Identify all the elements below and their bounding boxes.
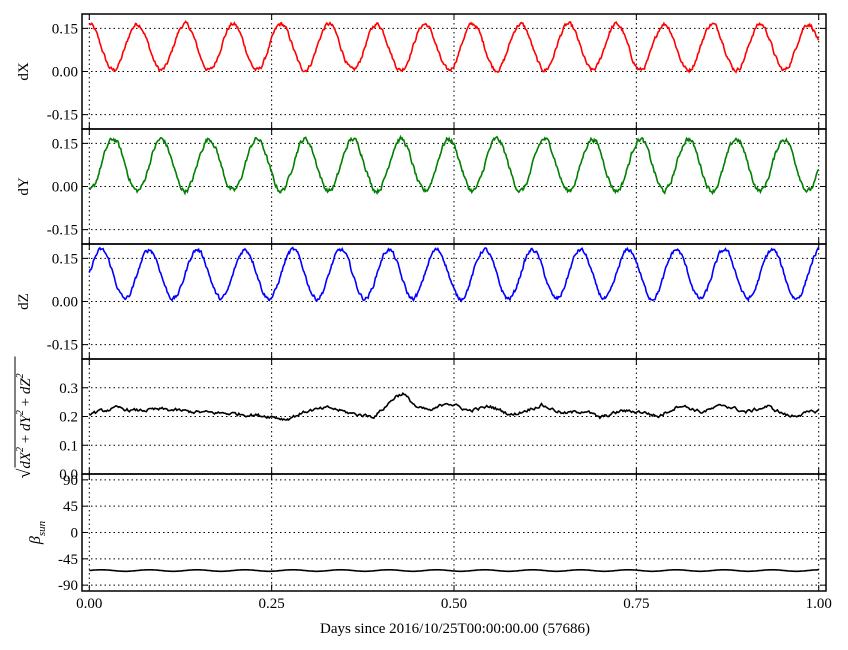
y-tick-label: 0.00 bbox=[52, 295, 78, 311]
y-tick-label: 0.15 bbox=[52, 21, 78, 37]
y-tick-label: 0 bbox=[71, 526, 79, 542]
y-tick-label: -0.15 bbox=[47, 338, 78, 354]
y-axis-label: βsun bbox=[27, 520, 48, 545]
y-axis-label: dY bbox=[16, 177, 32, 196]
y-axis-label: dX bbox=[16, 62, 32, 81]
x-tick-label: 1.00 bbox=[806, 596, 832, 612]
svg-text:√dX2 + dY2 + dZ2: √dX2 + dY2 + dZ2 bbox=[14, 373, 34, 478]
y-tick-label: -0.15 bbox=[47, 223, 78, 239]
y-tick-label: 0.3 bbox=[59, 381, 78, 397]
y-tick-label: 0.00 bbox=[52, 180, 78, 196]
y-tick-label: 0.15 bbox=[52, 136, 78, 152]
panel-frame bbox=[81, 13, 827, 130]
panel-5: 90 45 0 -45 -90 βsun bbox=[27, 473, 827, 594]
panel-frame bbox=[81, 358, 827, 475]
y-tick-label: 0.1 bbox=[59, 438, 78, 454]
y-tick-label: 0.0 bbox=[59, 467, 78, 483]
y-tick-label: 90 bbox=[63, 473, 78, 489]
x-tick-label: 0.50 bbox=[441, 596, 467, 612]
y-axis-label: dZ bbox=[16, 293, 32, 310]
series-line bbox=[89, 392, 820, 422]
y-tick-label: -0.15 bbox=[47, 108, 78, 124]
y-tick-label: -45 bbox=[58, 552, 78, 568]
panel-frame bbox=[81, 128, 827, 245]
y-tick-label: 0.15 bbox=[52, 251, 78, 267]
panel-frame bbox=[81, 243, 827, 360]
x-tick-label: 0.75 bbox=[623, 596, 649, 612]
series-line bbox=[88, 246, 820, 303]
panel-4: 0.3 0.2 0.1 0.0 √dX2 + dY2 + dZ2 bbox=[14, 356, 827, 483]
panel-3: 0.15 0.00 -0.15 dZ bbox=[16, 243, 827, 360]
series-line bbox=[89, 134, 820, 196]
panel-2: 0.15 0.00 -0.15 dY bbox=[16, 128, 827, 245]
series-line bbox=[88, 20, 820, 74]
y-tick-label: 0.2 bbox=[59, 410, 78, 426]
x-axis-label: Days since 2016/10/25T00:00:00.00 (57686… bbox=[320, 621, 590, 637]
y-axis-label: √dX2 + dY2 + dZ2 bbox=[14, 356, 34, 479]
series-line bbox=[89, 569, 819, 573]
y-tick-label: -90 bbox=[58, 578, 78, 594]
panel-frame bbox=[81, 473, 827, 592]
x-tick-label: 0.25 bbox=[259, 596, 285, 612]
y-tick-label: 0.00 bbox=[52, 65, 78, 81]
y-tick-label: 45 bbox=[63, 499, 78, 515]
panel-1: 0.15 0.00 -0.15 dX bbox=[16, 13, 827, 130]
x-tick-label: 0.00 bbox=[76, 596, 102, 612]
